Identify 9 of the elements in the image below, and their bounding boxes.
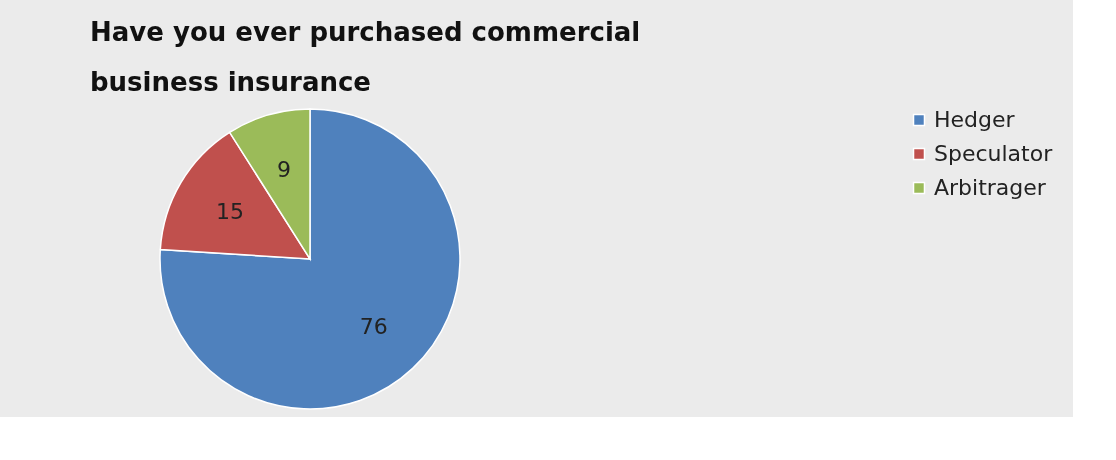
data-label: 76 — [359, 313, 388, 339]
data-label: 9 — [277, 156, 292, 182]
pie-slice — [159, 108, 461, 410]
legend-label: Speculator — [934, 141, 1054, 166]
data-label: 15 — [215, 198, 244, 224]
text: Have you ever purchased commercial — [90, 17, 641, 47]
legend-label: Arbitrager — [934, 175, 1047, 200]
text: business insurance — [90, 67, 371, 97]
legend-label: Hedger — [934, 107, 1016, 132]
